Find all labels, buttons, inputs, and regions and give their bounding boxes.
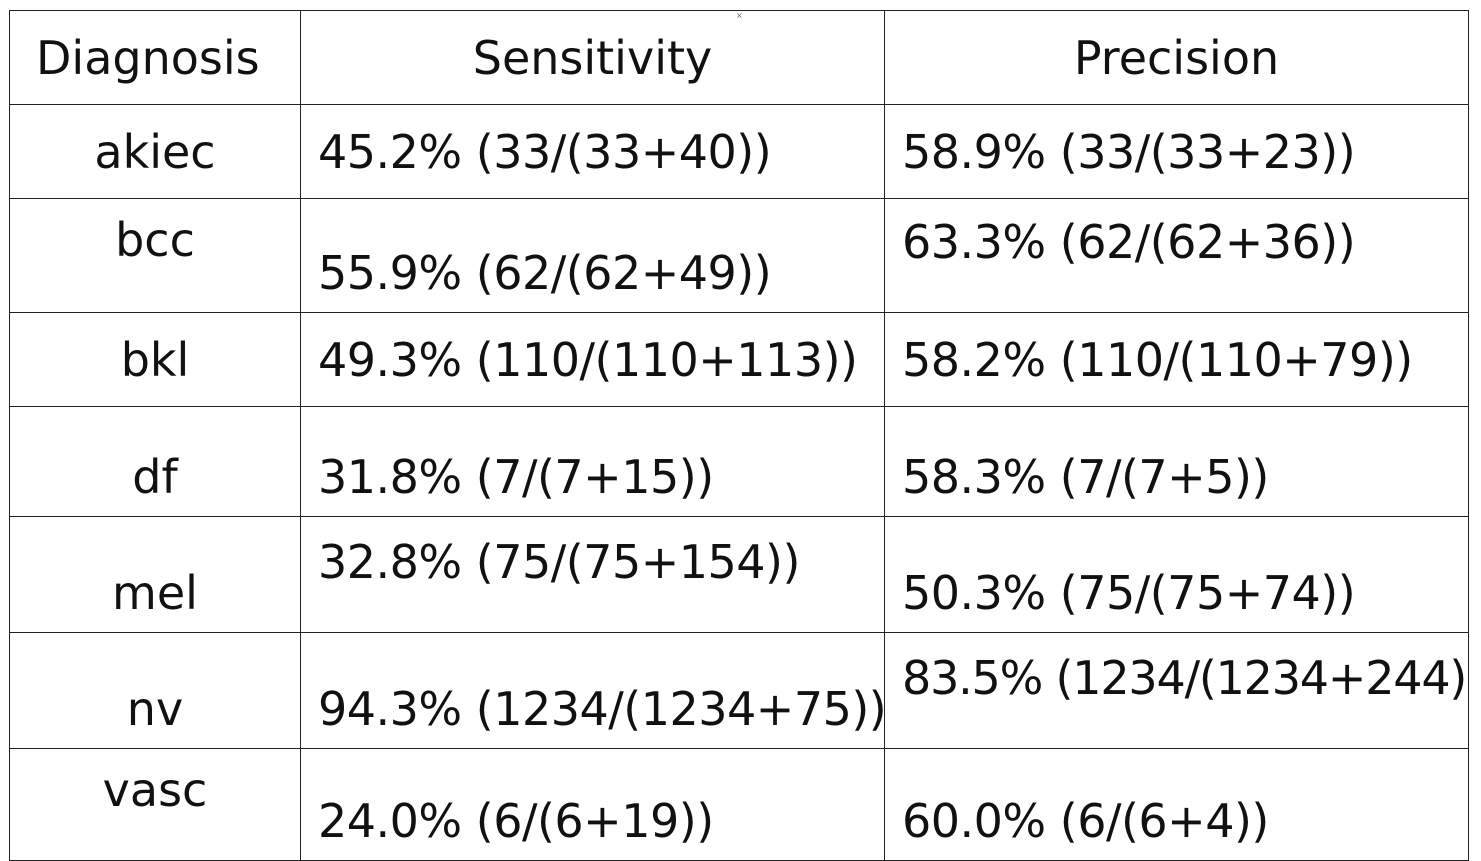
diagnosis-cell: vasc: [9, 748, 301, 861]
precision-cell: 63.3% (62/(62+36)): [884, 198, 1469, 313]
header-sensitivity: Sensitivity: [300, 10, 885, 105]
diagnosis-cell: bcc: [9, 198, 301, 313]
sensitivity-cell: 32.8% (75/(75+154)): [300, 516, 885, 633]
diagnosis-cell: akiec: [9, 104, 301, 199]
header-diagnosis: Diagnosis: [9, 10, 301, 105]
table-row: bkl 49.3% (110/(110+113)) 58.2% (110/(11…: [9, 312, 1469, 407]
precision-cell: 60.0% (6/(6+4)): [884, 748, 1469, 861]
precision-cell: 58.9% (33/(33+23)): [884, 104, 1469, 199]
sensitivity-cell: 45.2% (33/(33+40)): [300, 104, 885, 199]
precision-cell: 50.3% (75/(75+74)): [884, 516, 1469, 633]
table-row: mel 32.8% (75/(75+154)) 50.3% (75/(75+74…: [9, 516, 1469, 633]
table-row: akiec 45.2% (33/(33+40)) 58.9% (33/(33+2…: [9, 104, 1469, 199]
header-precision: Precision: [884, 10, 1469, 105]
diagnosis-cell: mel: [9, 516, 301, 633]
table-row: vasc 24.0% (6/(6+19)) 60.0% (6/(6+4)): [9, 748, 1469, 861]
sensitivity-cell: 24.0% (6/(6+19)): [300, 748, 885, 861]
metrics-table: Diagnosis Sensitivity Precision akiec 45…: [9, 10, 1469, 861]
precision-cell: 58.3% (7/(7+5)): [884, 406, 1469, 517]
precision-cell: 83.5% (1234/(1234+244)): [884, 632, 1469, 749]
table-row: bcc 55.9% (62/(62+49)) 63.3% (62/(62+36)…: [9, 198, 1469, 313]
diagnosis-cell: df: [9, 406, 301, 517]
header-row: Diagnosis Sensitivity Precision: [9, 10, 1469, 105]
metrics-table-container: Diagnosis Sensitivity Precision akiec 45…: [9, 10, 1469, 861]
diagnosis-cell: bkl: [9, 312, 301, 407]
table-row: df 31.8% (7/(7+15)) 58.3% (7/(7+5)): [9, 406, 1469, 517]
sensitivity-cell: 49.3% (110/(110+113)): [300, 312, 885, 407]
sensitivity-cell: 31.8% (7/(7+15)): [300, 406, 885, 517]
diagnosis-cell: nv: [9, 632, 301, 749]
table-row: nv 94.3% (1234/(1234+75)) 83.5% (1234/(1…: [9, 632, 1469, 749]
precision-cell: 58.2% (110/(110+79)): [884, 312, 1469, 407]
sensitivity-cell: 55.9% (62/(62+49)): [300, 198, 885, 313]
sensitivity-cell: 94.3% (1234/(1234+75)): [300, 632, 885, 749]
